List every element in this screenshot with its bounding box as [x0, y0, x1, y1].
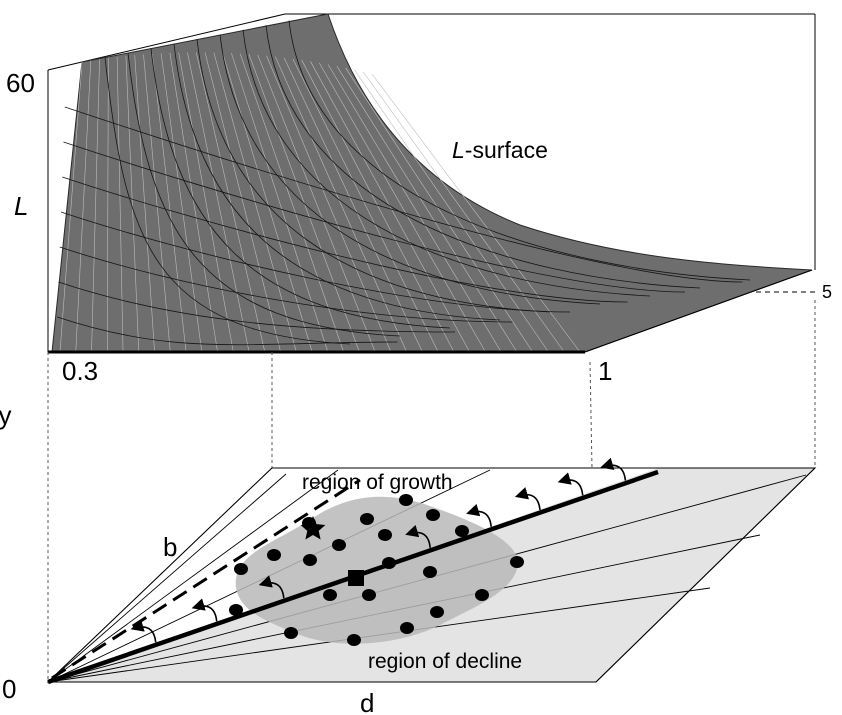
region-growth-label: region of growth [302, 471, 453, 494]
population-dot [303, 554, 317, 566]
population-dot [347, 634, 361, 646]
population-dot [430, 606, 444, 618]
z-tick-60: 60 [6, 68, 35, 98]
surface-label-var: L [452, 137, 465, 163]
surface-label: L-surface [452, 137, 548, 163]
surface-label-rest: -surface [465, 137, 548, 163]
population-dot [426, 509, 440, 521]
population-dot [475, 589, 489, 601]
population-dot [267, 549, 281, 561]
population-dot [323, 589, 337, 601]
z-axis-label: L [14, 191, 28, 221]
origin-label: 0 [2, 674, 16, 704]
population-dot [360, 513, 374, 525]
population-dot [362, 589, 376, 601]
population-dot [378, 529, 392, 541]
z-tick-5: 5 [822, 282, 832, 302]
population-dot [400, 622, 414, 634]
left-cropped-label: gy [0, 400, 11, 430]
region-decline-label: region of decline [368, 650, 522, 673]
population-dot [423, 566, 437, 578]
population-dot [234, 563, 248, 575]
x-tick-0-3: 0.3 [62, 356, 98, 386]
population-dot [229, 604, 243, 616]
population-dot [510, 556, 524, 568]
bottom-panel: region of growth region of decline b d 0 [2, 465, 815, 715]
population-dot [284, 627, 298, 639]
population-dot [455, 525, 469, 537]
square-icon [348, 570, 364, 586]
population-dot [399, 494, 413, 506]
population-dot [332, 539, 346, 551]
b-axis-label: b [163, 532, 177, 562]
population-dot [382, 557, 396, 569]
x-tick-1: 1 [598, 356, 612, 386]
top-panel: 60 L 5 0.3 1 L-surface [6, 14, 832, 386]
d-axis-label: d [360, 688, 374, 715]
